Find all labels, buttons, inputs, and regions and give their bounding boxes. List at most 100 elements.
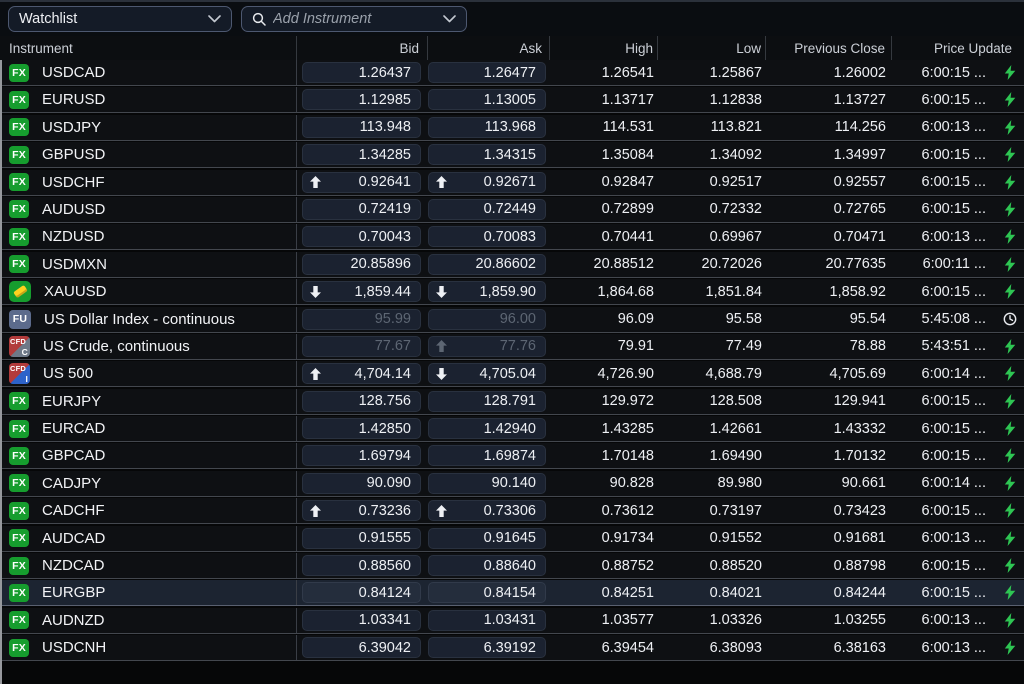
bid-button[interactable]: 95.99: [302, 308, 421, 330]
ask-button[interactable]: 1.69874: [428, 445, 546, 467]
high-value: 79.91: [617, 338, 654, 355]
bid-button[interactable]: 0.70043: [302, 226, 421, 248]
ask-button[interactable]: 1.13005: [428, 89, 546, 111]
ask-cell: 113.968: [428, 115, 550, 140]
table-row[interactable]: FX AUDNZD 1.03341 1.03431 1.03577 1.0332…: [0, 607, 1024, 634]
table-row[interactable]: FX GBPCAD 1.69794 1.69874 1.70148 1.6949…: [0, 443, 1024, 470]
ask-button[interactable]: 77.76: [428, 335, 546, 357]
table-row[interactable]: FX EURGBP 0.84124 0.84154 0.84251 0.8402…: [0, 580, 1024, 607]
column-header-high[interactable]: High: [550, 36, 658, 60]
ask-cell: 96.00: [428, 307, 550, 332]
bid-button[interactable]: 1.42850: [302, 418, 421, 440]
bid-button[interactable]: 20.85896: [302, 253, 421, 275]
bid-button[interactable]: 1.69794: [302, 445, 421, 467]
bid-button[interactable]: 0.73236: [302, 500, 421, 522]
bid-cell: 0.70043: [297, 224, 428, 249]
bid-button[interactable]: 0.84124: [302, 582, 421, 604]
ask-button[interactable]: 1,859.90: [428, 281, 546, 303]
bid-button[interactable]: 113.948: [302, 116, 421, 138]
price-update-time: 6:00:14 ...: [921, 475, 987, 492]
ask-button[interactable]: 0.73306: [428, 500, 546, 522]
bid-button[interactable]: 0.91555: [302, 527, 421, 549]
column-header-instrument[interactable]: Instrument: [0, 36, 297, 60]
bid-button[interactable]: 77.67: [302, 335, 421, 357]
bid-button[interactable]: 90.090: [302, 472, 421, 494]
bid-button[interactable]: 0.88560: [302, 555, 421, 577]
bid-button[interactable]: 0.92641: [302, 171, 421, 193]
ask-button[interactable]: 4,705.04: [428, 363, 546, 385]
bid-cell: 77.67: [297, 334, 428, 359]
table-row[interactable]: FX USDMXN 20.85896 20.86602 20.88512 20.…: [0, 251, 1024, 278]
table-row[interactable]: FX CADCHF 0.73236 0.73306 0.73612 0.7319…: [0, 498, 1024, 525]
table-row[interactable]: FX NZDUSD 0.70043 0.70083 0.70441 0.6996…: [0, 224, 1024, 251]
price-update-time: 6:00:15 ...: [921, 91, 987, 108]
bid-button[interactable]: 128.756: [302, 390, 421, 412]
ask-button[interactable]: 1.42940: [428, 418, 546, 440]
ask-button[interactable]: 0.88640: [428, 555, 546, 577]
ask-button[interactable]: 0.84154: [428, 582, 546, 604]
price-update-time: 6:00:15 ...: [921, 201, 987, 218]
table-row[interactable]: FX NZDCAD 0.88560 0.88640 0.88752 0.8852…: [0, 553, 1024, 580]
column-header-ask[interactable]: Ask: [428, 36, 550, 60]
table-row[interactable]: FX AUDCAD 0.91555 0.91645 0.91734 0.9155…: [0, 525, 1024, 552]
table-row[interactable]: FX USDCNH 6.39042 6.39192 6.39454 6.3809…: [0, 635, 1024, 662]
bid-cell: 1.42850: [297, 416, 428, 441]
table-row[interactable]: FX EURJPY 128.756 128.791 129.972 128.50…: [0, 388, 1024, 415]
ask-value: 0.70083: [483, 228, 536, 245]
bid-button[interactable]: 4,704.14: [302, 363, 421, 385]
table-row[interactable]: FX CADJPY 90.090 90.140 90.828 89.980 90…: [0, 470, 1024, 497]
ask-button[interactable]: 90.140: [428, 472, 546, 494]
bid-button[interactable]: 1,859.44: [302, 281, 421, 303]
ask-button[interactable]: 6.39192: [428, 637, 546, 659]
instrument-cell: CFD I US 500: [0, 361, 297, 387]
bid-value: 113.948: [359, 119, 411, 136]
low-value: 113.821: [710, 119, 762, 136]
bid-cell: 1,859.44: [297, 279, 428, 304]
column-header-previous-close[interactable]: Previous Close: [766, 36, 892, 60]
table-row[interactable]: CFD C US Crude, continuous 77.67 77.76 79…: [0, 333, 1024, 360]
add-instrument-combobox[interactable]: [241, 6, 467, 32]
table-row[interactable]: FX USDCAD 1.26437 1.26477 1.26541 1.2586…: [0, 60, 1024, 86]
instrument-name: XAUUSD: [44, 283, 107, 301]
ask-button[interactable]: 1.26477: [428, 62, 546, 83]
ask-button[interactable]: 128.791: [428, 390, 546, 412]
ask-button[interactable]: 1.03431: [428, 609, 546, 631]
table-row[interactable]: FX GBPUSD 1.34285 1.34315 1.35084 1.3409…: [0, 142, 1024, 169]
table-row[interactable]: FX AUDUSD 0.72419 0.72449 0.72899 0.7233…: [0, 196, 1024, 223]
ask-cell: 1.03431: [428, 608, 550, 633]
table-row[interactable]: CFD I US 500 4,704.14 4,705.04 4,726.90 4…: [0, 361, 1024, 388]
fx-badge: FX: [9, 446, 29, 465]
bid-button[interactable]: 6.39042: [302, 637, 421, 659]
low-value: 1.25867: [709, 64, 762, 81]
bid-button[interactable]: 1.34285: [302, 144, 421, 166]
ask-button[interactable]: 1.34315: [428, 144, 546, 166]
column-header-bid[interactable]: Bid: [297, 36, 428, 60]
bid-button[interactable]: 1.03341: [302, 609, 421, 631]
watchlist-table: FX USDCAD 1.26437 1.26477 1.26541 1.2586…: [0, 60, 1024, 684]
bid-cell: 6.39042: [297, 635, 428, 660]
column-header-low[interactable]: Low: [658, 36, 766, 60]
bid-button[interactable]: 1.12985: [302, 89, 421, 111]
ask-button[interactable]: 96.00: [428, 308, 546, 330]
ask-button[interactable]: 113.968: [428, 116, 546, 138]
table-row[interactable]: FX EURUSD 1.12985 1.13005 1.13717 1.1283…: [0, 87, 1024, 114]
table-row[interactable]: FX USDJPY 113.948 113.968 114.531 113.82…: [0, 114, 1024, 141]
table-row[interactable]: FU US Dollar Index - continuous 95.99 96…: [0, 306, 1024, 333]
table-row[interactable]: FX USDCHF 0.92641 0.92671 0.92847 0.9251…: [0, 169, 1024, 196]
fx-badge: FX: [9, 63, 29, 82]
bid-button[interactable]: 1.26437: [302, 62, 421, 83]
watchlist-select-label: Watchlist: [19, 11, 78, 27]
table-row[interactable]: FX EURCAD 1.42850 1.42940 1.43285 1.4266…: [0, 416, 1024, 443]
ask-button[interactable]: 0.92671: [428, 171, 546, 193]
ask-button[interactable]: 0.91645: [428, 527, 546, 549]
add-instrument-input[interactable]: [273, 11, 436, 27]
ask-cell: 0.72449: [428, 197, 550, 222]
bid-button[interactable]: 0.72419: [302, 198, 421, 220]
table-row[interactable]: XAUUSD 1,859.44 1,859.90 1,864.68 1,851.…: [0, 279, 1024, 306]
watchlist-select[interactable]: Watchlist: [8, 6, 232, 32]
ask-button[interactable]: 0.72449: [428, 198, 546, 220]
ask-button[interactable]: 20.86602: [428, 253, 546, 275]
fx-badge: FX: [9, 255, 29, 274]
column-header-price-update[interactable]: Price Update: [933, 40, 1012, 56]
ask-button[interactable]: 0.70083: [428, 226, 546, 248]
